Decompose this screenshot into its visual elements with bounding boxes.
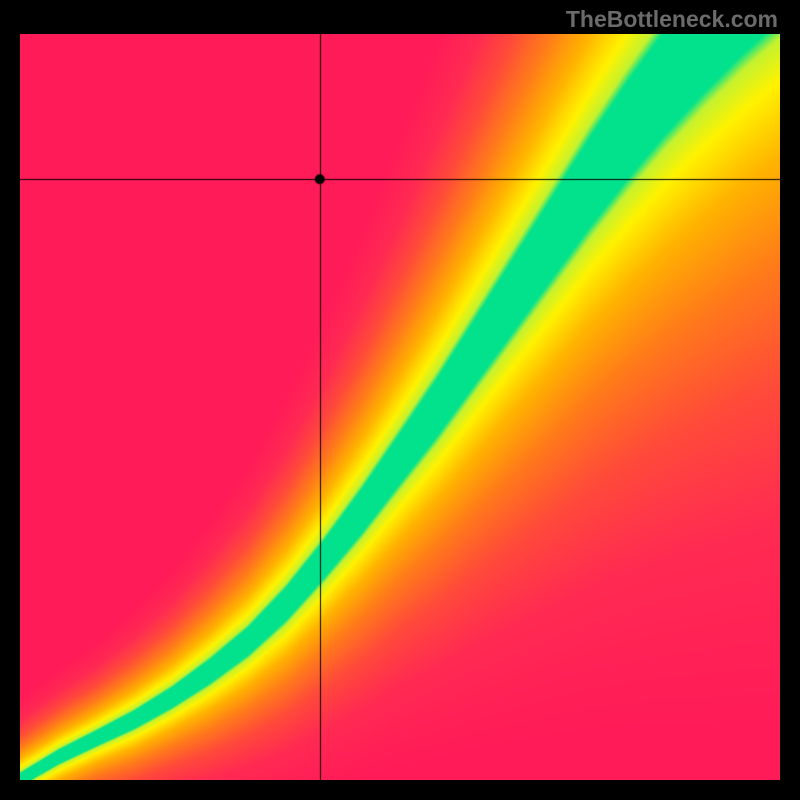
bottleneck-heatmap: [20, 34, 780, 780]
crosshair-overlay: [20, 34, 780, 780]
watermark-text: TheBottleneck.com: [566, 6, 778, 33]
